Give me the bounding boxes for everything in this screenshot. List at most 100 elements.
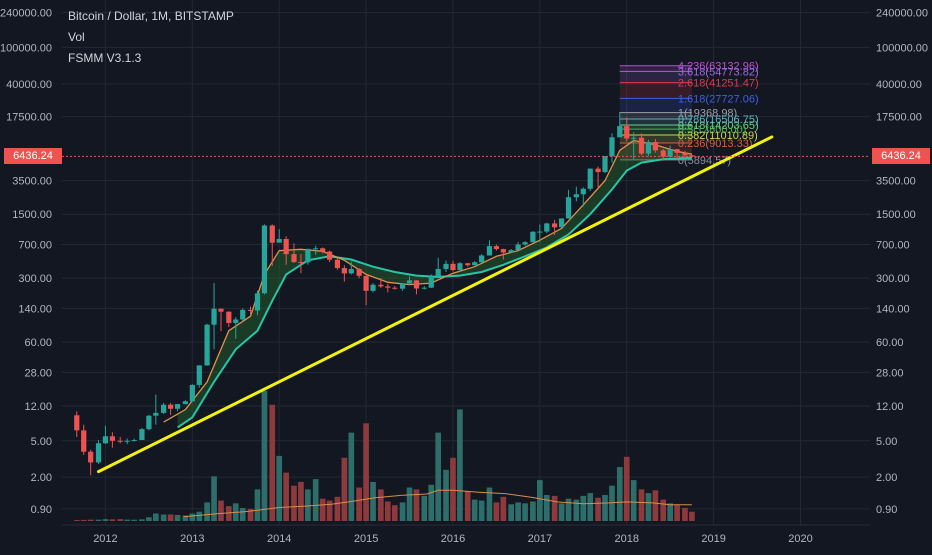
candle-body <box>95 443 102 463</box>
candle-body <box>124 440 130 442</box>
indicator-fsmm-label[interactable]: FSMM V3.1.3 <box>68 51 142 65</box>
candle-body <box>413 280 420 289</box>
volume-bar <box>406 487 413 521</box>
volume-bar <box>638 489 645 521</box>
volume-bar <box>421 495 428 521</box>
trendline[interactable] <box>96 135 774 474</box>
x-axis: 2012 2013 2014 2015 2016 2017 2018 2019 2020 <box>62 524 870 545</box>
candle-body <box>638 137 645 154</box>
volume-bar <box>124 519 130 521</box>
volume-bar <box>298 481 304 521</box>
candle-body <box>182 401 188 405</box>
candle-body <box>291 254 297 263</box>
volume-bar <box>174 514 181 521</box>
volume-bar <box>595 497 601 521</box>
candle-body <box>522 242 528 245</box>
candle-body <box>465 263 471 266</box>
candle-body <box>247 309 254 311</box>
y-tick-label: 1500.00 <box>12 209 52 221</box>
candle-body <box>530 231 536 243</box>
volume-bar <box>239 507 246 521</box>
y-tick-label: 240000.00 <box>876 8 928 20</box>
candle-body <box>544 223 550 232</box>
y-tick-label: 17500.00 <box>6 112 52 124</box>
volume-bar <box>370 481 376 521</box>
candle-body <box>283 238 289 255</box>
candle-body <box>218 308 224 312</box>
fib-band <box>619 112 692 119</box>
candle-body <box>660 150 666 157</box>
fib-band <box>619 124 692 130</box>
y-tick-label: 300.00 <box>876 273 910 285</box>
candle-body <box>399 283 406 289</box>
candle-body <box>479 255 485 263</box>
volume-bar <box>515 502 521 521</box>
candle-body <box>334 259 341 269</box>
volume-bar <box>269 404 276 521</box>
volume-bar <box>652 490 659 521</box>
volume-bar <box>73 520 80 521</box>
candle-body <box>558 218 565 228</box>
x-tick-label: 2013 <box>180 533 204 545</box>
y-tick-label: 60.00 <box>24 337 52 349</box>
volume-bar <box>435 432 442 521</box>
candle-body <box>595 168 601 173</box>
candle-body <box>117 440 123 442</box>
fib-band <box>619 65 692 72</box>
candle-body <box>74 415 80 431</box>
candle-body <box>392 287 398 289</box>
x-tick-label: 2012 <box>93 533 117 545</box>
candle-body <box>428 276 434 288</box>
candle-body <box>450 263 456 271</box>
symbol-title[interactable]: Bitcoin / Dollar, 1M, BITSTAMP <box>68 9 234 23</box>
volume-bar <box>348 432 355 521</box>
fib-label: 4.236(63132.96) <box>678 61 759 73</box>
fib-band <box>619 129 692 136</box>
volume-bar <box>537 480 543 521</box>
candle-body <box>587 168 593 189</box>
fib-label: 2.618(41251.47) <box>678 78 759 90</box>
y-tick-label: 700.00 <box>876 240 910 252</box>
candle-body <box>565 197 572 219</box>
volume-bar <box>543 494 550 521</box>
fib-band <box>619 98 692 113</box>
y-axis-right: 240000.00 100000.00 40000.00 17500.00 3500.0… <box>876 8 928 516</box>
candle-body <box>508 250 514 253</box>
x-tick-label: 2020 <box>788 533 812 545</box>
candle-body <box>537 231 543 233</box>
candle-body <box>276 238 282 243</box>
indicator-vol-label[interactable]: Vol <box>68 30 85 44</box>
candle-body <box>624 126 630 139</box>
candle-body <box>363 275 369 291</box>
volume-bar <box>95 519 102 521</box>
candle-body <box>88 451 94 463</box>
y-tick-label: 12.00 <box>876 401 904 413</box>
fib-label: 1(19368.98) <box>678 108 737 120</box>
volume-bar <box>443 469 449 521</box>
y-tick-label: 0.90 <box>31 504 52 516</box>
candle-body <box>457 263 463 271</box>
candle-body <box>196 365 202 385</box>
candle-body <box>406 280 413 284</box>
volume-bar <box>667 503 673 521</box>
fib-label: 0.5(12800.00) <box>678 124 747 136</box>
x-tick-label: 2014 <box>267 533 291 545</box>
volume-bar <box>109 519 116 521</box>
fib-label: 1.618(27727.06) <box>678 93 759 105</box>
volume-bar <box>204 502 210 521</box>
y-tick-label: 2.00 <box>31 472 52 484</box>
candle-body <box>421 287 427 289</box>
candle-body <box>298 262 304 264</box>
candle-body <box>443 263 449 269</box>
volume-bar <box>565 498 572 521</box>
volume-bar <box>160 514 167 521</box>
y-tick-label: 240000.00 <box>0 8 52 20</box>
volume-bar <box>189 513 196 521</box>
volume-bar <box>276 455 283 521</box>
candle-body <box>493 246 500 250</box>
x-tick-label: 2016 <box>441 533 465 545</box>
volume-bar <box>399 502 406 521</box>
candle-body <box>139 429 145 440</box>
